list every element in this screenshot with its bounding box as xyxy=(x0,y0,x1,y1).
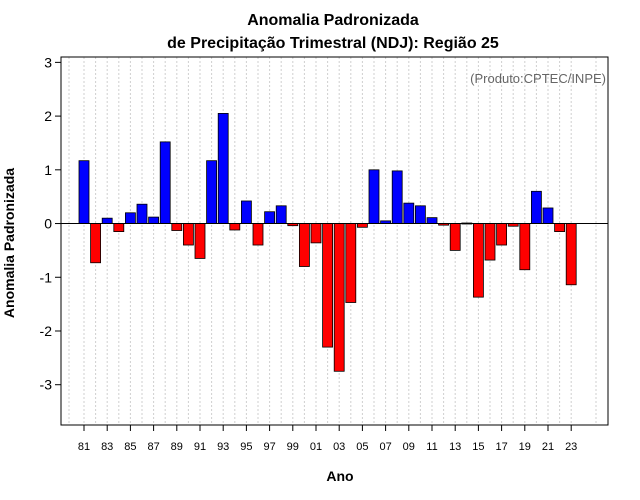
y-tick-label: 0 xyxy=(44,216,52,232)
x-axis: 81 83 85 87 89 91 93 95 97 99 01 03 05 07 09 11 13 15 17 19… xyxy=(78,425,577,453)
bar xyxy=(426,217,438,224)
bar xyxy=(484,223,496,261)
bar xyxy=(148,216,160,224)
y-tick-label: 1 xyxy=(44,162,52,178)
x-tick-label: 99 xyxy=(287,441,299,453)
chart-subtitle: de Precipitação Trimestral (NDJ): Região… xyxy=(167,35,499,52)
bar xyxy=(391,170,403,224)
x-tick-label: 21 xyxy=(542,441,554,453)
x-axis-label: Ano xyxy=(326,468,353,484)
x-tick-label: 01 xyxy=(310,441,322,453)
y-axis-label: Anomalia Padronizada xyxy=(1,168,17,318)
y-tick-label: 3 xyxy=(44,54,52,70)
y-tick-label: -1 xyxy=(40,269,53,285)
bars xyxy=(78,113,577,372)
bar xyxy=(217,113,229,224)
bar xyxy=(414,205,426,224)
x-tick-label: 91 xyxy=(194,441,206,453)
x-tick-label: 95 xyxy=(240,441,252,453)
bar xyxy=(206,160,218,224)
x-tick-label: 03 xyxy=(333,441,345,453)
bar xyxy=(345,223,357,303)
x-tick-label: 97 xyxy=(263,441,275,453)
bar xyxy=(310,223,322,244)
y-tick-label: 2 xyxy=(44,108,52,124)
bar xyxy=(159,141,171,224)
bar xyxy=(554,223,565,232)
x-tick-label: 05 xyxy=(356,441,368,453)
bar xyxy=(449,223,461,251)
y-tick-label: -3 xyxy=(40,377,53,393)
chart-title: Anomalia Padronizada xyxy=(247,12,419,29)
bar xyxy=(298,223,310,267)
x-tick-label: 83 xyxy=(101,441,113,453)
x-tick-label: 17 xyxy=(495,441,507,453)
x-tick-label: 13 xyxy=(449,441,461,453)
bar xyxy=(136,203,148,224)
bar xyxy=(252,223,264,246)
bar xyxy=(519,223,531,271)
bar xyxy=(333,223,345,372)
bar xyxy=(78,160,90,224)
bar xyxy=(356,223,368,228)
x-tick-label: 85 xyxy=(124,441,136,453)
bar xyxy=(182,223,194,246)
x-tick-label: 09 xyxy=(403,441,415,453)
bar xyxy=(240,200,252,224)
bar xyxy=(90,223,101,264)
y-axis: 3 2 1 0 -1 -2 -3 xyxy=(40,54,61,393)
bar xyxy=(171,223,183,231)
bar xyxy=(275,205,287,224)
bar xyxy=(472,223,484,298)
x-tick-label: 07 xyxy=(379,441,391,453)
bar xyxy=(264,211,276,224)
bar xyxy=(542,207,554,224)
x-tick-label: 81 xyxy=(78,441,90,453)
x-tick-label: 15 xyxy=(472,441,484,453)
x-tick-label: 23 xyxy=(565,441,577,453)
bar xyxy=(403,202,415,224)
y-tick-label: -2 xyxy=(40,323,53,339)
bar xyxy=(368,169,380,224)
bar xyxy=(531,190,542,224)
bar xyxy=(101,217,113,224)
x-tick-label: 19 xyxy=(519,441,531,453)
x-tick-label: 87 xyxy=(147,441,159,453)
x-tick-label: 89 xyxy=(171,441,183,453)
bar xyxy=(496,223,508,246)
bar xyxy=(322,223,334,348)
bar xyxy=(229,223,241,231)
x-tick-label: 11 xyxy=(426,441,437,453)
bar xyxy=(125,212,136,224)
bar xyxy=(194,223,206,259)
credit-text: (Produto:CPTEC/INPE) xyxy=(470,71,606,86)
plot-frame xyxy=(60,56,609,426)
x-tick-label: 93 xyxy=(217,441,229,453)
bar xyxy=(565,223,577,286)
bar xyxy=(113,223,125,232)
